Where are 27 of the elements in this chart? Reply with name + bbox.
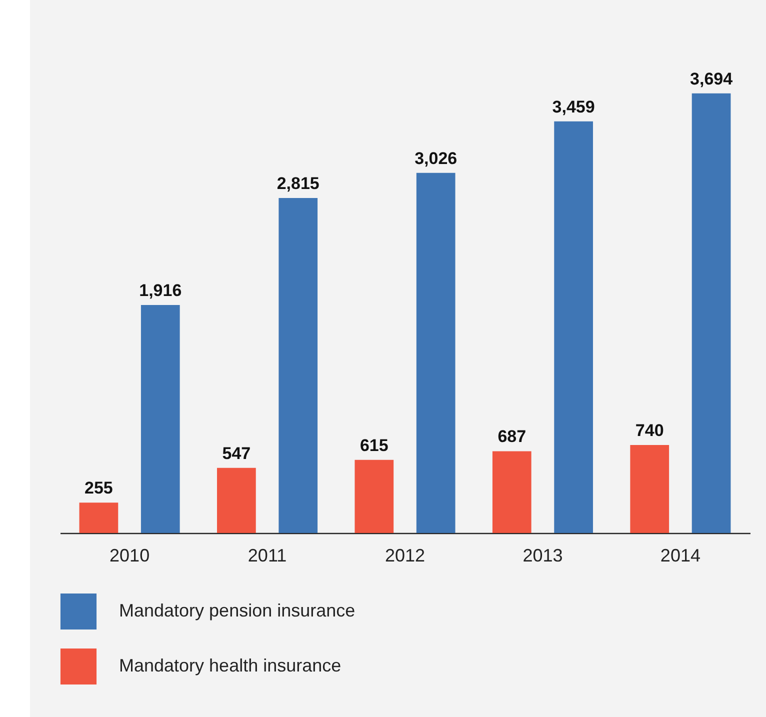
data-label: 687 xyxy=(498,427,526,446)
data-label: 615 xyxy=(360,436,388,455)
x-tick-label: 2014 xyxy=(660,546,700,566)
bar xyxy=(630,444,670,533)
data-label: 1,916 xyxy=(139,280,182,300)
data-label: 3,694 xyxy=(690,69,734,88)
x-tick-label: 2010 xyxy=(110,546,150,566)
data-label: 3,026 xyxy=(414,148,458,168)
data-label: 3,459 xyxy=(552,97,595,116)
x-tick-label: 2013 xyxy=(522,546,563,566)
bar xyxy=(492,451,532,533)
x-tick-label: 2011 xyxy=(248,546,287,566)
legend-label: Mandatory pension insurance xyxy=(119,600,356,620)
bar xyxy=(79,502,118,533)
data-label: 2,815 xyxy=(276,174,320,194)
data-label: 740 xyxy=(635,420,664,440)
bar xyxy=(140,304,180,533)
bar xyxy=(692,93,731,533)
data-label: 547 xyxy=(222,444,251,463)
bar xyxy=(416,172,456,533)
bar xyxy=(217,468,256,533)
x-tick-label: 2012 xyxy=(384,546,426,566)
data-label: 255 xyxy=(84,478,113,498)
bar xyxy=(278,198,318,533)
bar xyxy=(554,121,593,533)
legend-label: Mandatory health insurance xyxy=(119,656,342,676)
bar xyxy=(354,460,394,533)
